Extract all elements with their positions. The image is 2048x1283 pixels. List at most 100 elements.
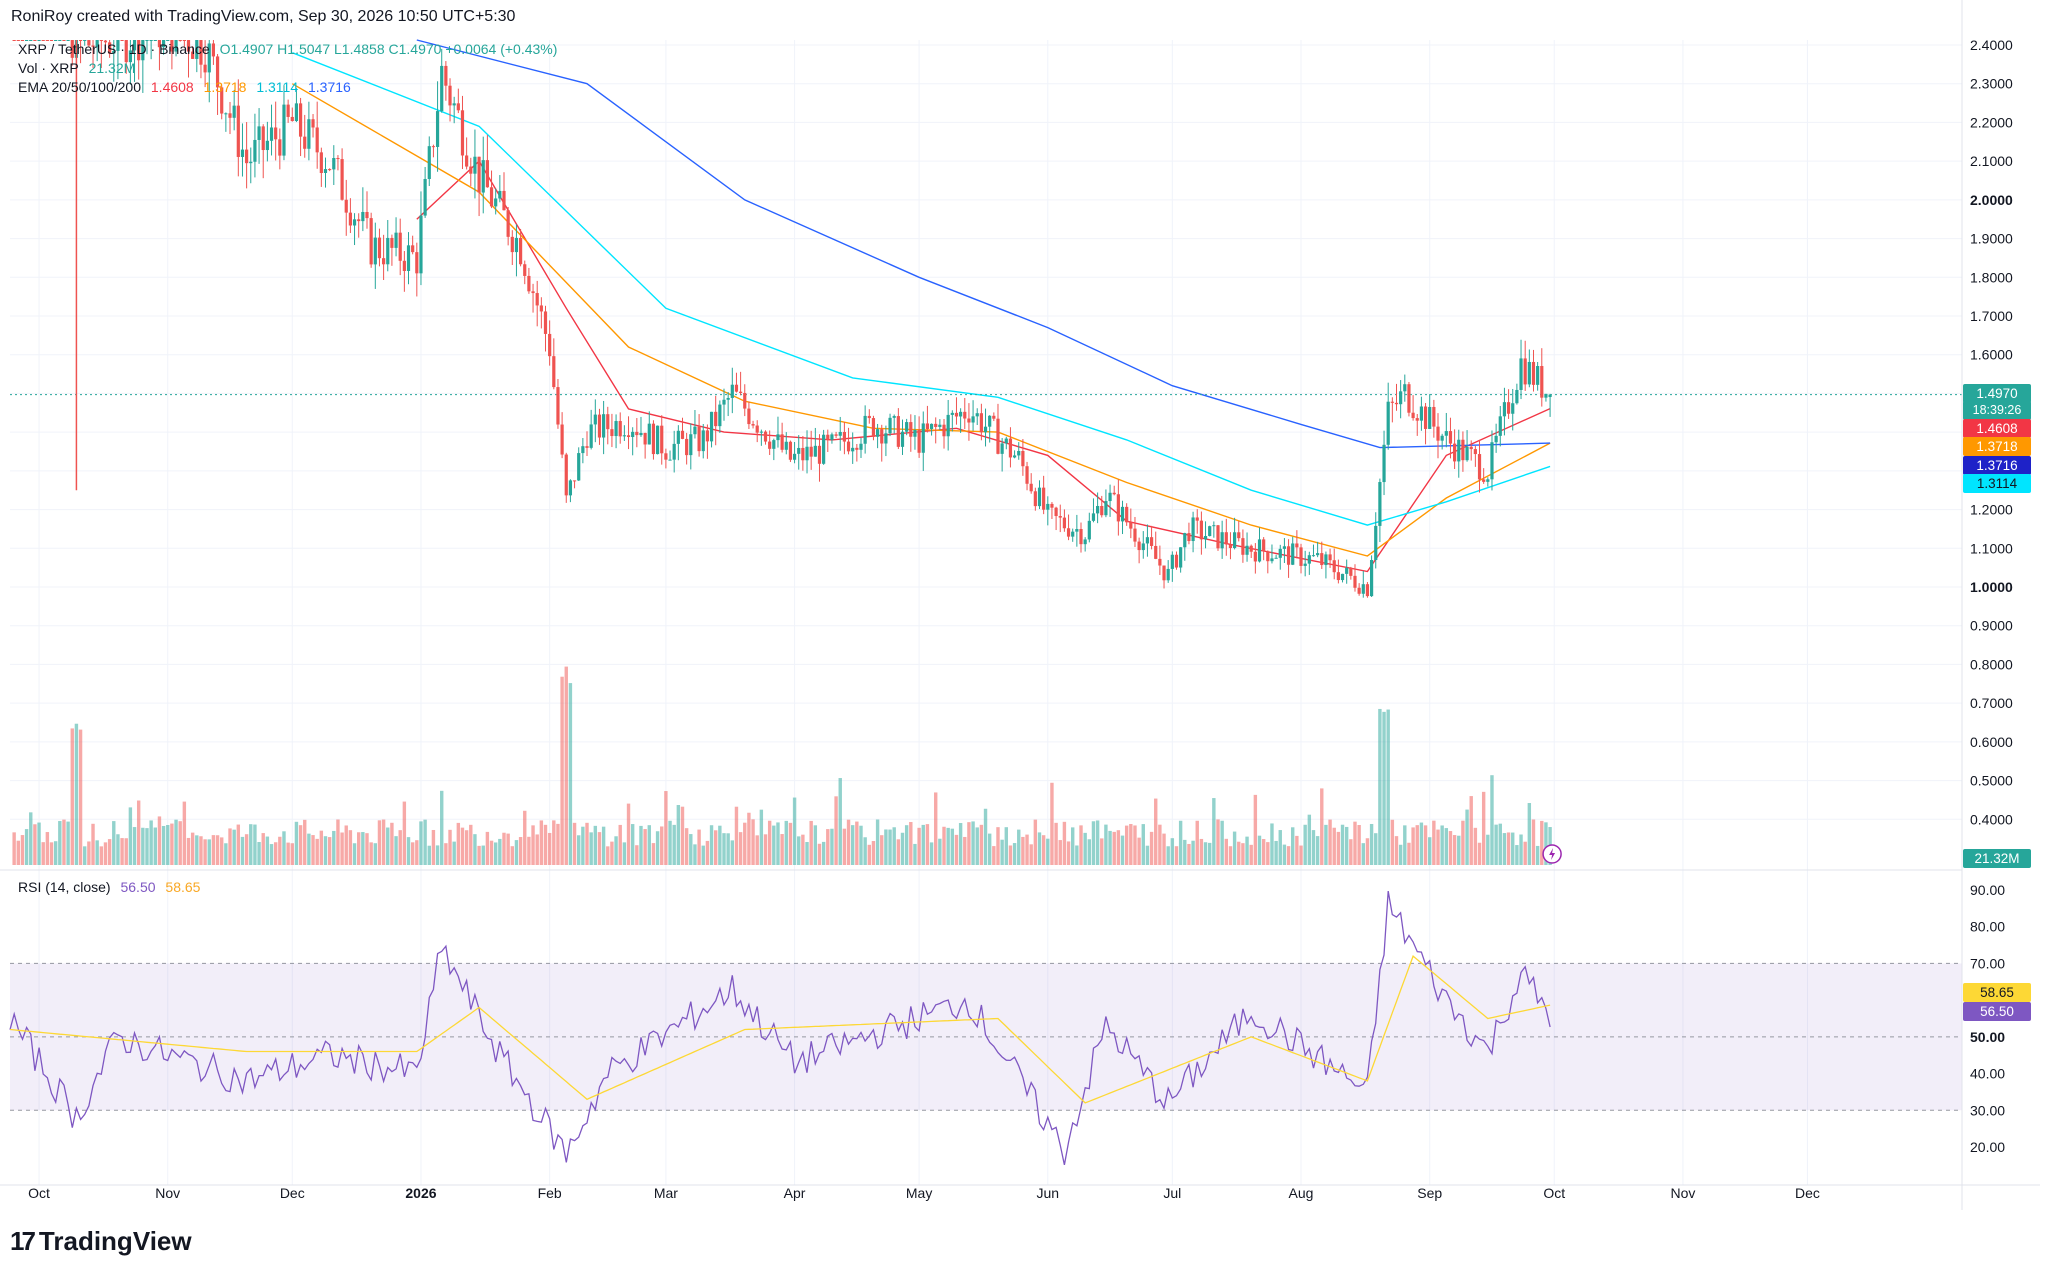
volume-bar <box>925 824 930 865</box>
legend-ema-row[interactable]: EMA 20/50/100/200 1.4608 1.3718 1.3114 1… <box>18 79 357 95</box>
volume-bar <box>220 837 224 865</box>
candle-body <box>1149 537 1154 546</box>
candle-body <box>502 190 506 211</box>
volume-bar <box>751 819 755 865</box>
price-tick-label: 2.3000 <box>1970 76 2013 92</box>
volume-bar <box>655 831 660 865</box>
candle-body <box>1062 517 1067 529</box>
candle-body <box>1482 479 1486 482</box>
volume-bar <box>1415 825 1419 865</box>
candle-body <box>514 237 519 253</box>
volume-bar <box>523 810 527 865</box>
volume-bar <box>830 828 834 865</box>
candle-body <box>141 40 145 61</box>
candle-body <box>1050 503 1054 508</box>
volume-bar <box>340 832 344 865</box>
candle-body <box>535 293 539 306</box>
volume-bar <box>107 839 112 865</box>
candle-body <box>435 111 440 147</box>
candle-body <box>631 431 635 438</box>
volume-bar <box>987 833 992 865</box>
volume-bar <box>1477 842 1482 865</box>
candle-body <box>842 431 846 442</box>
volume-bar <box>871 841 876 865</box>
legend-volume-row[interactable]: Vol · XRP 21.32M <box>18 60 141 76</box>
candle-body <box>1233 532 1237 549</box>
legend-symbol-row[interactable]: XRP / TetherUS · 1D · Binance O1.4907 H1… <box>18 41 563 57</box>
ema100-value: 1.3114 <box>256 79 299 95</box>
volume-bar <box>1133 825 1137 865</box>
candle-body <box>639 432 643 436</box>
candle-body <box>1029 483 1033 492</box>
volume-bar <box>726 833 730 865</box>
candle-body <box>1440 435 1444 441</box>
candle-body <box>892 416 896 418</box>
volume-bar <box>24 829 29 865</box>
volume-bar <box>402 801 407 865</box>
candle-body <box>743 392 747 409</box>
volume-bar <box>1540 820 1544 865</box>
legend-rsi-row[interactable]: RSI (14, close) 56.50 58.65 <box>18 879 206 895</box>
volume-bar <box>16 840 21 865</box>
volume-bar <box>460 827 465 865</box>
volume-bar <box>1465 809 1469 865</box>
candle-body <box>174 40 178 52</box>
volume-bar <box>1349 839 1353 865</box>
volume-bar <box>896 839 901 865</box>
tradingview-logo[interactable]: 17 TradingView <box>10 1226 192 1257</box>
volume-bar <box>577 835 581 865</box>
volume-bar <box>601 826 606 865</box>
candle-body <box>548 333 552 357</box>
candle-body <box>763 431 768 442</box>
volume-bar <box>992 846 996 865</box>
candle-body <box>979 413 983 433</box>
volume-bar <box>224 843 228 865</box>
candle-body <box>1228 544 1233 549</box>
candle-body <box>352 219 357 226</box>
volume-bar <box>593 825 598 865</box>
candle-body <box>539 305 543 312</box>
candle-body <box>1004 438 1008 444</box>
candle-body <box>116 40 120 51</box>
volume-layer <box>12 666 1552 865</box>
candle-body <box>1083 539 1087 545</box>
candle-body <box>398 232 402 261</box>
volume-bar <box>1440 825 1444 865</box>
candle-body <box>1295 543 1299 548</box>
candle-body <box>103 40 108 43</box>
candle-body <box>282 104 286 156</box>
volume-bar <box>1124 825 1129 865</box>
volume-bar <box>1062 821 1067 865</box>
volume-bar <box>37 822 41 865</box>
volume-bar <box>1261 839 1266 865</box>
candle-body <box>365 211 369 219</box>
candle-body <box>963 411 967 419</box>
symbol-label[interactable]: XRP / TetherUS · 1D · Binance <box>18 41 210 57</box>
volume-bar <box>1365 838 1370 865</box>
candle-body <box>826 434 830 440</box>
candle-body <box>909 422 913 437</box>
candle-body <box>1286 546 1291 565</box>
volume-bar <box>622 842 627 865</box>
volume-bar <box>1025 834 1029 865</box>
volume-value: 21.32M <box>88 60 136 76</box>
candle-body <box>477 156 481 193</box>
volume-bar <box>643 829 647 865</box>
volume-bar <box>398 830 402 865</box>
volume-bar <box>1353 821 1357 865</box>
rsi-tick-label: 20.00 <box>1970 1139 2005 1155</box>
volume-bar <box>369 842 373 865</box>
time-tick-label: Dec <box>280 1185 305 1201</box>
price-tick-label: 0.9000 <box>1970 618 2013 634</box>
volume-bar <box>1228 846 1233 865</box>
volume-bar <box>1535 845 1540 865</box>
candle-body <box>689 434 693 456</box>
candle-body <box>1444 431 1448 436</box>
candle-body <box>1008 438 1013 458</box>
volume-bar <box>1419 822 1424 865</box>
volume-bar <box>348 830 353 865</box>
candle-body <box>626 435 631 438</box>
volume-bar <box>431 829 436 865</box>
